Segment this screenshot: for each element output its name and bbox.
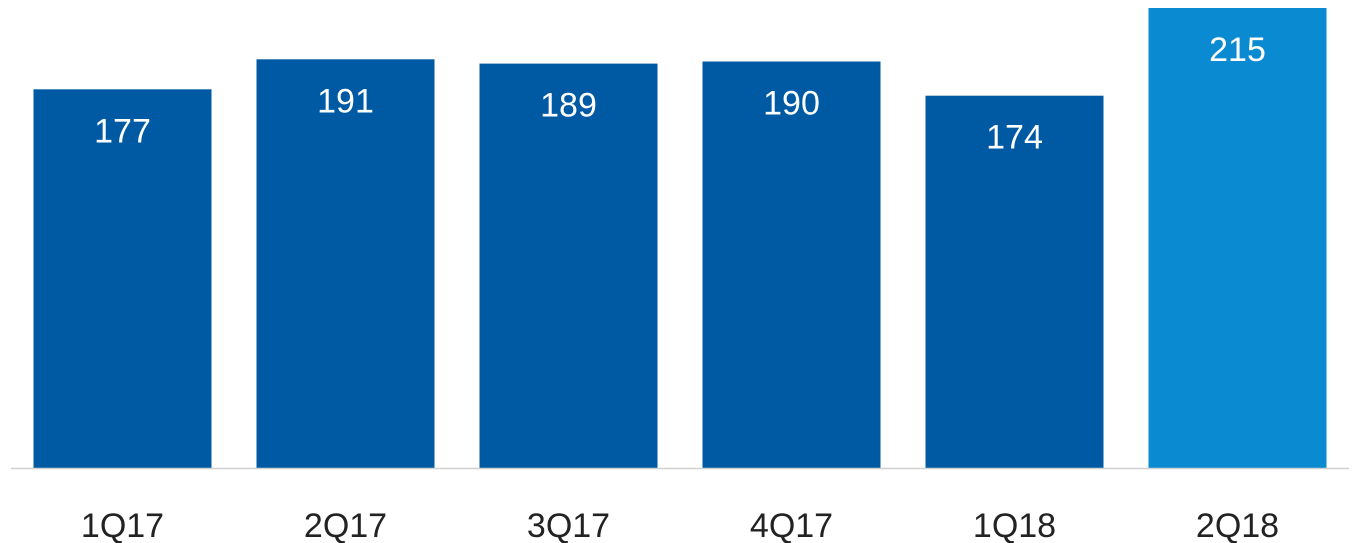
bar-1q18 bbox=[925, 95, 1104, 468]
data-label-2q18: 215 bbox=[1209, 31, 1266, 69]
data-labels-group: 177 191 189 190 174 215 bbox=[94, 31, 1266, 157]
data-label-2q17: 191 bbox=[317, 82, 374, 120]
bar-2q17 bbox=[256, 59, 435, 469]
x-tick-label-1q17: 1Q17 bbox=[81, 507, 164, 543]
bar-2q18 bbox=[1148, 8, 1327, 468]
x-tick-label-4q17: 4Q17 bbox=[750, 507, 833, 543]
bar-1q17 bbox=[33, 89, 212, 469]
bars-group bbox=[33, 8, 1327, 469]
data-label-3q17: 189 bbox=[540, 87, 597, 125]
x-tick-label-1q18: 1Q18 bbox=[973, 507, 1056, 543]
x-tick-label-2q17: 2Q17 bbox=[304, 507, 387, 543]
bar-3q17 bbox=[479, 63, 658, 468]
x-tick-label-2q18: 2Q18 bbox=[1196, 507, 1279, 543]
data-label-1q18: 174 bbox=[986, 119, 1043, 157]
data-label-4q17: 190 bbox=[763, 85, 820, 123]
x-tick-label-3q17: 3Q17 bbox=[527, 507, 610, 543]
x-tick-labels-group: 1Q17 2Q17 3Q17 4Q17 1Q18 2Q18 bbox=[81, 507, 1279, 543]
bar-4q17 bbox=[702, 61, 881, 468]
data-label-1q17: 177 bbox=[94, 112, 151, 150]
